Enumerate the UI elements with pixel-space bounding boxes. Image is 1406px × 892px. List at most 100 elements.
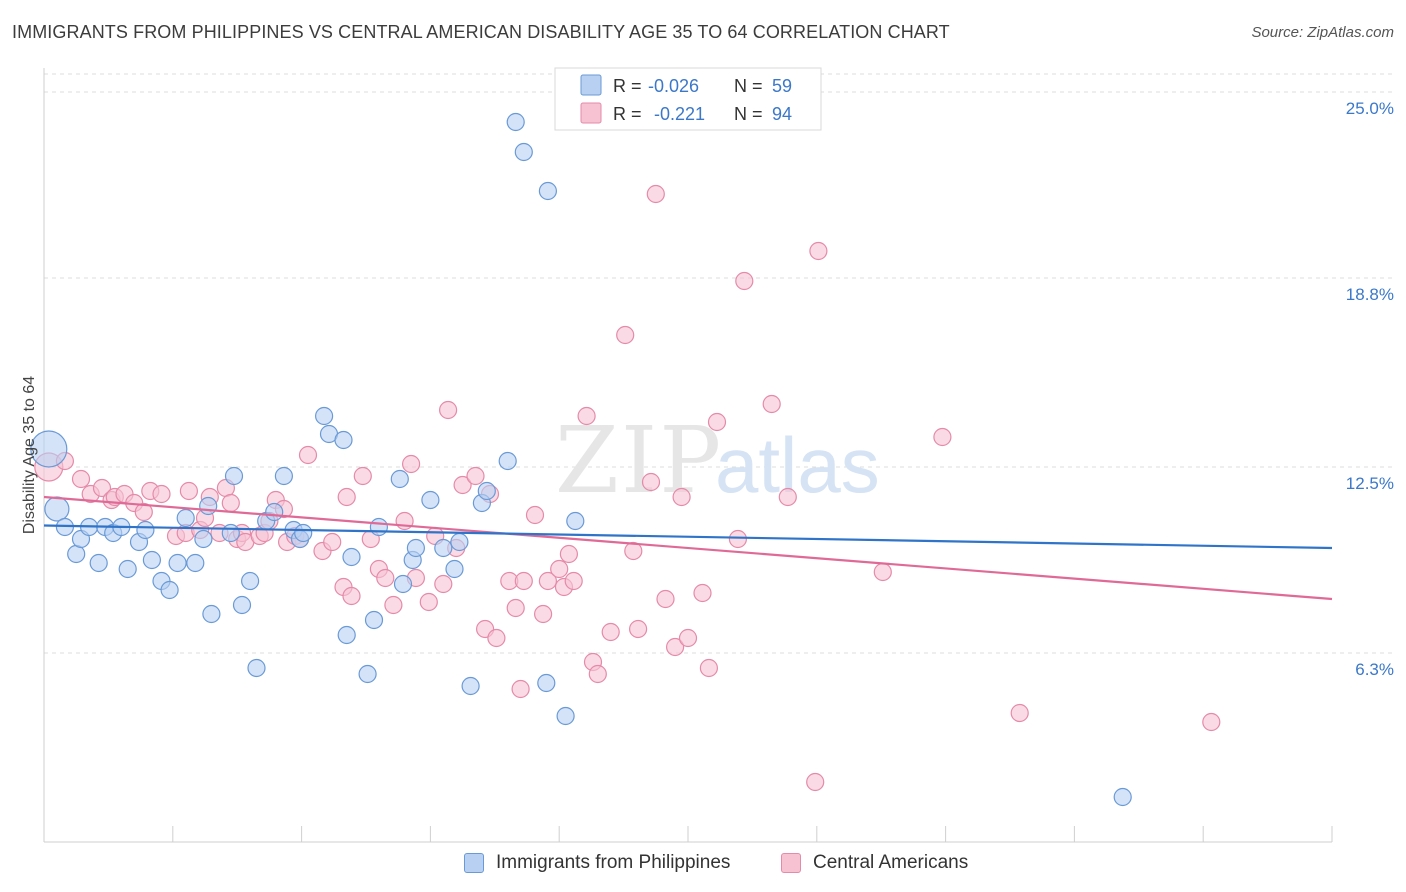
central-americans-point-59 bbox=[514, 571, 533, 591]
central-americans-point-91 bbox=[1010, 703, 1029, 723]
philippines-point-24 bbox=[232, 595, 252, 615]
central-americans-point-86 bbox=[778, 487, 797, 507]
central-americans-point-42 bbox=[384, 595, 403, 615]
central-americans-point-32 bbox=[298, 445, 318, 465]
central-americans-point-67 bbox=[577, 406, 596, 426]
philippines-point-49 bbox=[461, 676, 480, 696]
central-americans-point-78 bbox=[672, 487, 691, 507]
central-americans-point-34 bbox=[323, 532, 342, 552]
philippines-point-45 bbox=[421, 490, 440, 510]
central-americans-point-71 bbox=[616, 325, 635, 345]
central-americans-point-63 bbox=[550, 559, 569, 579]
central-americans-point-41 bbox=[376, 568, 395, 588]
central-americans-point-69 bbox=[588, 664, 607, 684]
legend-r-label-2: R = bbox=[613, 104, 642, 124]
philippines-point-44 bbox=[406, 538, 425, 558]
bottom-legend-label-central-americans: Central Americans bbox=[813, 852, 969, 873]
trendlines bbox=[43, 495, 1333, 601]
y-tick-label-3: 25.0% bbox=[1346, 99, 1394, 118]
philippines-point-32 bbox=[294, 523, 313, 543]
central-americans-point-76 bbox=[656, 589, 675, 609]
central-americans-point-38 bbox=[353, 466, 372, 486]
central-americans-point-81 bbox=[699, 658, 719, 678]
bottom-legend: Immigrants from Philippines Central Amer… bbox=[0, 852, 1406, 878]
trendline-central-americans bbox=[43, 495, 1333, 601]
trendline-philippines bbox=[43, 524, 1333, 550]
central-americans-point-36 bbox=[337, 487, 356, 507]
philippines-point-56 bbox=[538, 181, 558, 201]
bottom-legend-swatch-philippines bbox=[464, 853, 484, 873]
philippines-point-46 bbox=[434, 538, 453, 558]
legend-swatch-philippines bbox=[580, 74, 602, 96]
chart-source: Source: ZipAtlas.com bbox=[1251, 24, 1394, 41]
central-americans-point-74 bbox=[641, 472, 661, 492]
philippines-point-47 bbox=[445, 559, 464, 579]
philippines-point-41 bbox=[390, 469, 409, 489]
legend-n-label-1: N = bbox=[734, 76, 763, 96]
x-ticks bbox=[43, 826, 1333, 842]
scatter-chart: ZIP atlas 6.3%12.5%18.8%25.0% 0.0% 80.0%… bbox=[21, 67, 1394, 843]
central-americans-point-37 bbox=[342, 586, 361, 606]
philippines-point-55 bbox=[537, 673, 556, 693]
central-americans-point-48 bbox=[434, 574, 453, 594]
central-americans-point-87 bbox=[806, 772, 825, 792]
central-americans-point-9 bbox=[134, 502, 153, 522]
philippines-point-26 bbox=[247, 658, 266, 678]
central-americans-point-57 bbox=[506, 598, 525, 618]
central-americans-point-90 bbox=[933, 427, 952, 447]
philippines-point-13 bbox=[142, 550, 161, 570]
philippines-point-25 bbox=[241, 571, 260, 591]
philippines-point-20 bbox=[199, 496, 218, 516]
central-americans-point-46 bbox=[419, 592, 438, 612]
philippines-point-51 bbox=[477, 481, 496, 501]
bottom-legend-item-philippines: Immigrants from Philippines bbox=[464, 852, 730, 874]
chart-title: IMMIGRANTS FROM PHILIPPINES VS CENTRAL A… bbox=[12, 22, 950, 42]
central-americans-point-20 bbox=[221, 493, 240, 513]
central-americans-point-62 bbox=[538, 571, 558, 591]
philippines-point-53 bbox=[506, 112, 525, 132]
philippines-point-59 bbox=[1113, 787, 1132, 807]
philippines-point-58 bbox=[566, 511, 585, 531]
central-americans-point-55 bbox=[487, 628, 506, 648]
philippines-point-10 bbox=[118, 559, 137, 579]
central-americans-point-14 bbox=[179, 481, 198, 501]
y-tick-label-1: 12.5% bbox=[1346, 474, 1394, 493]
central-americans-point-60 bbox=[525, 505, 545, 525]
philippines-point-52 bbox=[498, 451, 517, 471]
gridlines bbox=[44, 73, 1392, 654]
y-tick-labels: 6.3% 12.5% 18.8% 25.0% bbox=[1346, 99, 1394, 679]
philippines-point-40 bbox=[369, 517, 388, 537]
philippines-point-33 bbox=[315, 406, 334, 426]
y-tick-label-0: 6.3% bbox=[1355, 660, 1394, 679]
legend-swatch-central-americans bbox=[580, 102, 602, 124]
philippines-points bbox=[30, 112, 1132, 807]
central-americans-point-61 bbox=[533, 604, 553, 624]
central-americans-point-11 bbox=[152, 484, 171, 504]
philippines-point-6 bbox=[89, 553, 108, 573]
central-americans-point-85 bbox=[762, 394, 781, 414]
philippines-point-37 bbox=[342, 547, 361, 567]
philippines-point-0 bbox=[30, 430, 68, 468]
central-americans-point-92 bbox=[1202, 712, 1221, 732]
philippines-point-16 bbox=[168, 553, 187, 573]
stats-legend: R = -0.026 N = 59 R = -0.221 N = 94 bbox=[554, 67, 822, 131]
philippines-point-21 bbox=[202, 604, 221, 624]
philippines-point-23 bbox=[224, 466, 244, 486]
philippines-point-3 bbox=[67, 544, 86, 564]
central-americans-point-75 bbox=[646, 184, 665, 204]
legend-r-value-1: -0.026 bbox=[648, 76, 699, 96]
legend-r-label-1: R = bbox=[613, 76, 642, 96]
central-americans-point-66 bbox=[564, 571, 583, 591]
philippines-point-1 bbox=[44, 496, 70, 522]
central-americans-point-77 bbox=[665, 637, 685, 657]
bottom-legend-item-central-americans: Central Americans bbox=[781, 852, 968, 874]
central-americans-point-70 bbox=[601, 622, 620, 642]
central-americans-point-82 bbox=[707, 412, 727, 432]
philippines-point-12 bbox=[136, 520, 155, 540]
philippines-point-38 bbox=[358, 664, 377, 684]
philippines-point-19 bbox=[194, 529, 213, 549]
central-americans-point-72 bbox=[624, 541, 643, 561]
central-americans-point-58 bbox=[511, 679, 530, 699]
central-americans-point-2 bbox=[71, 469, 91, 489]
central-americans-point-89 bbox=[873, 562, 892, 582]
